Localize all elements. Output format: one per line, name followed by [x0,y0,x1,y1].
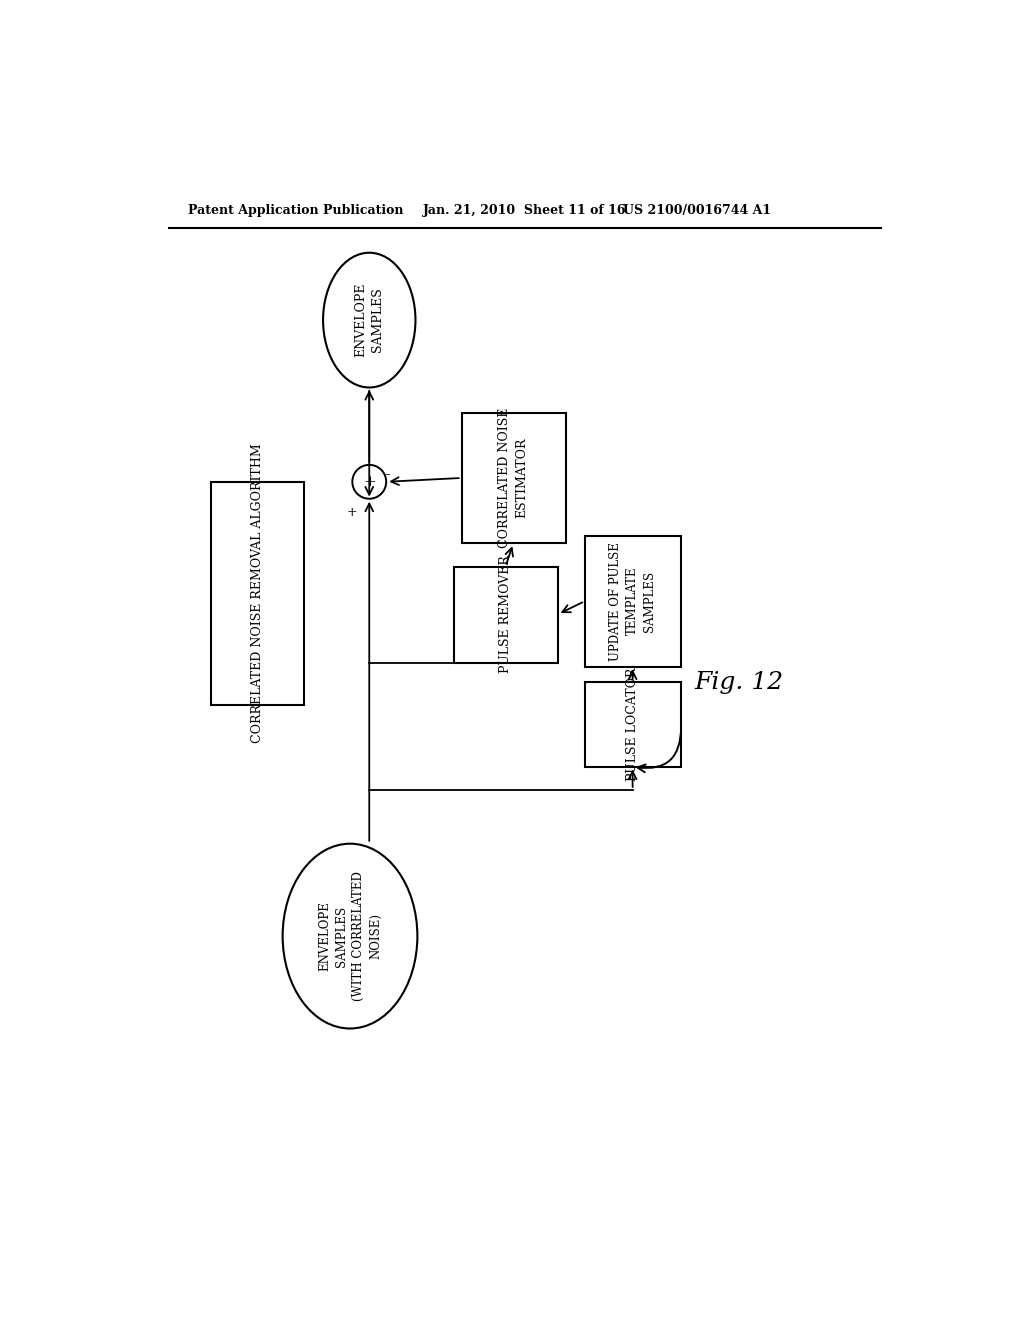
Bar [454,566,558,663]
Text: US 2100/0016744 A1: US 2100/0016744 A1 [624,205,771,218]
Text: +: + [362,475,376,488]
Bar [585,536,681,667]
Text: PULSE REMOVER: PULSE REMOVER [499,556,512,673]
Text: UPDATE OF PULSE
TEMPLATE
SAMPLES: UPDATE OF PULSE TEMPLATE SAMPLES [609,541,656,660]
Ellipse shape [283,843,418,1028]
Bar [585,682,681,767]
Text: Fig. 12: Fig. 12 [694,671,783,693]
Text: CORRELATED NOISE REMOVAL ALGORITHM: CORRELATED NOISE REMOVAL ALGORITHM [251,444,264,743]
Text: ENVELOPE
SAMPLES
(WITH CORRELATED
NOISE): ENVELOPE SAMPLES (WITH CORRELATED NOISE) [318,871,382,1001]
Text: ENVELOPE
SAMPLES: ENVELOPE SAMPLES [354,282,384,358]
Text: PULSE LOCATOR: PULSE LOCATOR [626,668,639,781]
Text: –: – [385,470,390,479]
Bar [211,482,304,705]
Bar [462,413,565,544]
Ellipse shape [323,252,416,388]
Text: Patent Application Publication: Patent Application Publication [188,205,403,218]
Circle shape [352,465,386,499]
Text: Jan. 21, 2010  Sheet 11 of 16: Jan. 21, 2010 Sheet 11 of 16 [423,205,627,218]
Text: CORRELATED NOISE
ESTIMATOR: CORRELATED NOISE ESTIMATOR [499,408,528,548]
Text: +: + [346,507,356,520]
